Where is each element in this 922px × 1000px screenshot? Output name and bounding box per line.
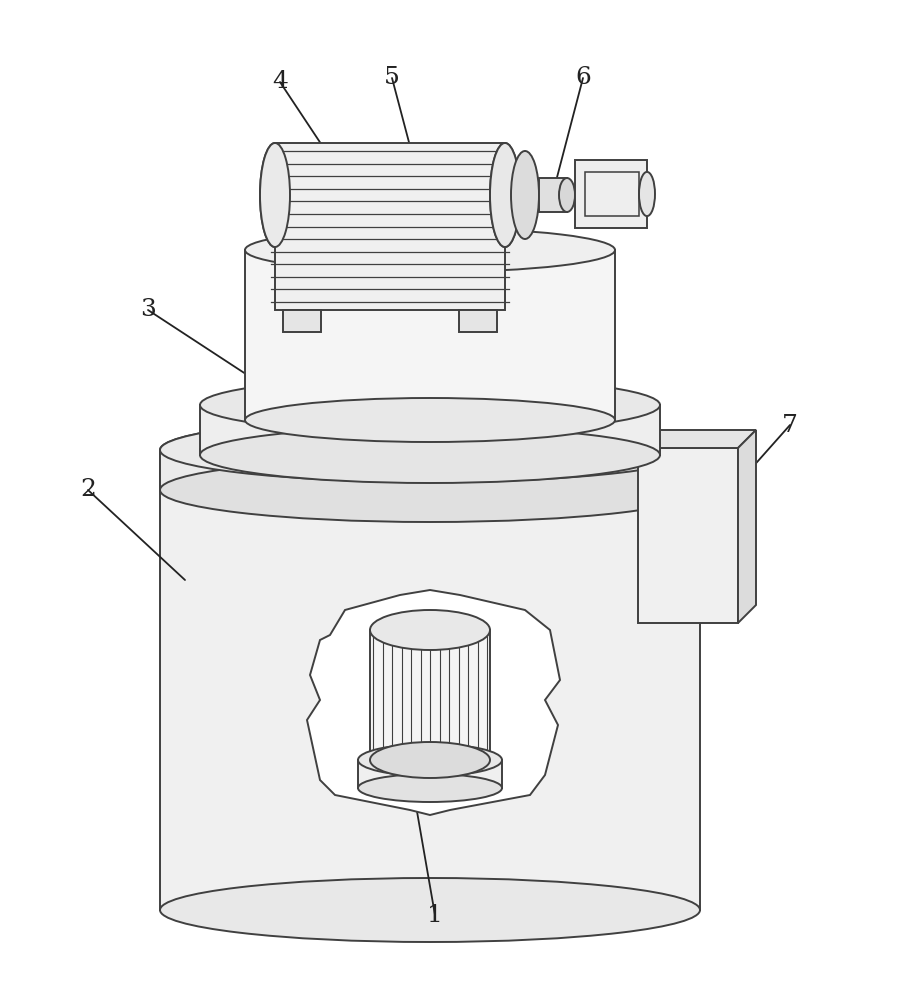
Text: 2: 2 bbox=[80, 479, 96, 502]
Ellipse shape bbox=[260, 143, 290, 247]
Polygon shape bbox=[539, 178, 567, 212]
Polygon shape bbox=[638, 448, 738, 623]
Polygon shape bbox=[575, 160, 647, 228]
Polygon shape bbox=[283, 310, 321, 332]
Ellipse shape bbox=[160, 458, 700, 522]
Polygon shape bbox=[358, 760, 502, 788]
Text: 7: 7 bbox=[782, 414, 798, 436]
Text: 6: 6 bbox=[575, 66, 591, 90]
Ellipse shape bbox=[160, 878, 700, 942]
Ellipse shape bbox=[245, 398, 615, 442]
Polygon shape bbox=[200, 405, 660, 455]
Text: 5: 5 bbox=[384, 66, 400, 90]
Text: 3: 3 bbox=[140, 298, 156, 322]
Ellipse shape bbox=[160, 418, 700, 482]
Ellipse shape bbox=[260, 143, 290, 247]
Ellipse shape bbox=[639, 172, 655, 216]
Polygon shape bbox=[638, 430, 756, 448]
Ellipse shape bbox=[200, 427, 660, 483]
Ellipse shape bbox=[490, 143, 520, 247]
Text: 4: 4 bbox=[272, 70, 288, 94]
Ellipse shape bbox=[511, 151, 539, 239]
Ellipse shape bbox=[490, 143, 520, 247]
Polygon shape bbox=[738, 430, 756, 623]
Ellipse shape bbox=[370, 610, 490, 650]
Text: 1: 1 bbox=[427, 904, 443, 926]
Polygon shape bbox=[160, 450, 700, 910]
Ellipse shape bbox=[160, 418, 700, 482]
Ellipse shape bbox=[358, 774, 502, 802]
Polygon shape bbox=[307, 590, 560, 815]
Polygon shape bbox=[275, 143, 505, 310]
Ellipse shape bbox=[559, 178, 575, 212]
Polygon shape bbox=[370, 630, 490, 760]
Ellipse shape bbox=[245, 228, 615, 272]
Polygon shape bbox=[459, 310, 497, 332]
Ellipse shape bbox=[200, 377, 660, 433]
Polygon shape bbox=[245, 250, 615, 420]
Ellipse shape bbox=[358, 744, 502, 776]
Polygon shape bbox=[160, 450, 700, 490]
Ellipse shape bbox=[370, 742, 490, 778]
